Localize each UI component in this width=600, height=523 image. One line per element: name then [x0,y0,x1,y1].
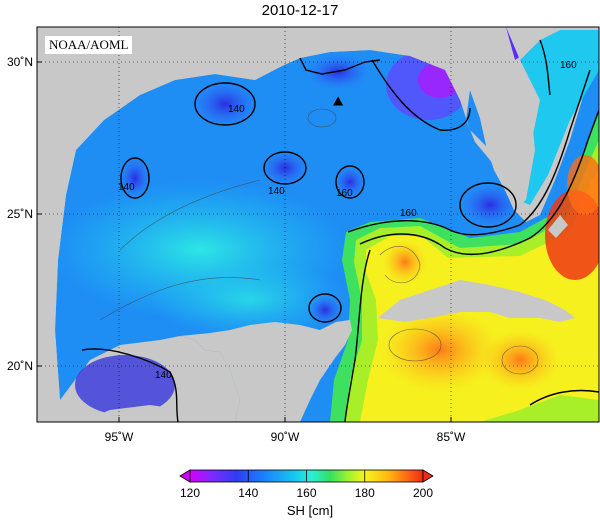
lat-tick-label: 20˚N [7,359,33,373]
colorbar-tick-label: 200 [413,486,433,500]
us-gulf-coast [37,27,599,400]
map-title: 2010-12-17 [261,2,339,19]
florida-peninsula [466,27,535,210]
colorbar-tick-label: 120 [180,486,200,500]
lat-tick-label: 25˚N [7,207,33,221]
contour-label: 140 [118,182,135,193]
colorbar-tick-label: 160 [296,486,316,500]
lat-tick-label: 30˚N [7,55,33,69]
colorbar-tick-label: 140 [238,486,258,500]
station-marker-triangle [333,96,344,106]
bahamas [548,215,568,238]
colorbar: 120 140 160 180 200 [179,469,434,500]
contour-label: 160 [400,208,417,219]
axis-ticks: 95˚W90˚W85˚W80˚W30˚N25˚N20˚N [7,55,466,444]
contour-label: 140 [155,370,172,381]
graticule [37,27,599,422]
credit-label: NOAA/AOML [45,36,133,54]
colorbar-label: SH [cm] [286,503,334,518]
contour-label: 140 [228,104,245,115]
contour-label-group: 140 140 140 160 160 160 140 [118,60,577,381]
colorbar-tick-label: 180 [355,486,375,500]
lon-tick-label: 85˚W [437,430,466,444]
lon-tick-label: 95˚W [105,430,134,444]
map-frame [36,26,600,423]
colorbar-high-arrow [422,469,434,483]
contour-label: 160 [560,60,577,71]
lon-tick-label: 90˚W [271,430,300,444]
contour-label: 140 [268,186,285,197]
cuba [378,280,575,322]
colorbar-low-arrow [179,469,191,483]
mexico-south-coast [37,398,235,422]
contour-label: 160 [336,188,353,199]
yucatan-peninsula [180,320,352,422]
